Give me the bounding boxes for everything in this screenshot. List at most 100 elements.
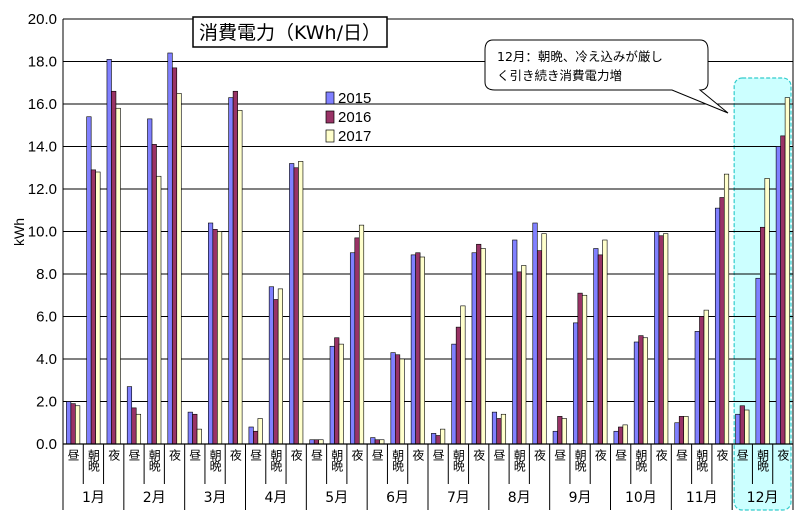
month-label: 5月 [325, 490, 348, 506]
x-tick-label: 夜 [289, 448, 303, 462]
bar-2015 [735, 413, 741, 445]
bar-2015 [309, 439, 315, 445]
bar-2015 [532, 222, 538, 445]
bar-2016 [577, 292, 583, 445]
bar-2017 [764, 178, 770, 445]
y-tick-label: 8.0 [36, 266, 57, 283]
month-label: 9月 [569, 490, 592, 506]
month-label: 7月 [447, 490, 470, 506]
x-tick-label: 昼 [492, 449, 506, 461]
bar-2016 [313, 439, 320, 445]
bar-2017 [784, 97, 790, 445]
bar-2015 [714, 207, 721, 445]
bar-2017 [521, 265, 527, 445]
bar-2015 [390, 352, 396, 445]
bar-2016 [192, 413, 198, 445]
bar-2015 [694, 331, 700, 445]
bar-2015 [208, 222, 214, 445]
y-tick-label: 10.0 [28, 224, 57, 241]
bar-2016 [455, 326, 461, 445]
bar-2015 [66, 401, 72, 445]
bar-2017 [257, 418, 263, 445]
annotation-callout: 12月：朝晩、冷え込みが厳し く引き続き消費電力増 [484, 39, 729, 114]
bar-2016 [719, 197, 725, 445]
bar-2015 [491, 411, 498, 445]
x-tick-label: 朝晩 [634, 449, 648, 472]
x-tick-label: 夜 [107, 448, 121, 462]
x-tick-label: 昼 [735, 449, 749, 461]
bar-2015 [755, 277, 761, 445]
y-tick-label: 4.0 [36, 351, 57, 368]
bar-2017 [277, 288, 283, 445]
bar-2015 [289, 163, 295, 445]
annotation-bubble [484, 39, 729, 114]
x-tick-label: 夜 [654, 448, 668, 462]
month-label: 1月 [82, 490, 105, 506]
bar-2015 [106, 59, 112, 445]
legend-label-2017: 2017 [338, 128, 371, 145]
bar-2016 [536, 250, 543, 445]
bar-2017 [196, 428, 202, 445]
bar-2015 [512, 239, 518, 445]
bar-2015 [451, 343, 457, 445]
x-tick-label: 朝晩 [512, 449, 526, 472]
x-tick-label: 夜 [472, 448, 486, 462]
month-label: 3月 [204, 490, 227, 506]
bar-2017 [561, 418, 567, 445]
bar-2015 [633, 341, 639, 445]
month-label: 10月 [625, 490, 657, 506]
bar-2015 [410, 254, 416, 445]
bar-2015 [86, 116, 92, 445]
bar-2015 [349, 252, 356, 445]
month-label: 6月 [386, 490, 409, 506]
x-tick-label: 朝晩 [391, 449, 405, 472]
bar-2016 [293, 167, 299, 445]
bar-2017 [683, 416, 689, 445]
bar-2017 [703, 309, 709, 445]
x-tick-label: 夜 [776, 448, 790, 462]
x-tick-label: 朝晩 [756, 449, 770, 472]
legend-swatch-2015 [325, 91, 335, 105]
x-tick-label: 朝晩 [451, 449, 465, 472]
legend: 2015 2016 2017 [325, 90, 371, 145]
bar-2017 [642, 337, 648, 445]
bar-2015 [674, 422, 680, 445]
month-label: 12月 [747, 490, 779, 506]
bar-2016 [415, 252, 421, 445]
y-tick-label: 20.0 [28, 11, 57, 28]
bar-2016 [760, 226, 766, 445]
bar-2017 [399, 358, 405, 445]
bar-2016 [516, 271, 522, 445]
x-tick-label: 昼 [127, 449, 141, 461]
bar-2016 [232, 90, 238, 445]
bar-2016 [151, 144, 157, 445]
bar-2016 [658, 235, 664, 445]
bar-2016 [131, 407, 137, 445]
y-axis-label: kWh [11, 218, 27, 246]
bar-2017 [95, 171, 101, 445]
month-label: 4月 [264, 490, 287, 506]
bar-2017 [176, 93, 182, 445]
x-tick-label: 昼 [553, 449, 567, 461]
x-tick-label: 夜 [593, 448, 607, 462]
bar-2017 [298, 161, 304, 445]
x-tick-label: 朝晩 [330, 449, 344, 472]
y-tick-label: 18.0 [28, 54, 57, 71]
bar-2016 [212, 229, 218, 445]
bar-2016 [435, 435, 441, 445]
bar-2017 [602, 239, 608, 445]
bar-2017 [541, 233, 547, 445]
bar-2015 [167, 52, 173, 445]
x-tick-label: 昼 [309, 449, 323, 461]
legend-swatch-2016 [325, 110, 335, 124]
bar-2016 [638, 335, 644, 445]
x-tick-label: 朝晩 [208, 449, 222, 472]
x-tick-label: 昼 [249, 449, 263, 461]
bar-2017 [135, 413, 142, 445]
annotation-line-1: 12月：朝晩、冷え込みが厳し [497, 49, 663, 64]
x-tick-label: 朝晩 [573, 449, 587, 472]
y-tick-label: 16.0 [28, 96, 57, 113]
y-tick-label: 14.0 [28, 139, 57, 156]
x-tick-label: 夜 [350, 448, 364, 462]
bar-2016 [476, 243, 482, 445]
